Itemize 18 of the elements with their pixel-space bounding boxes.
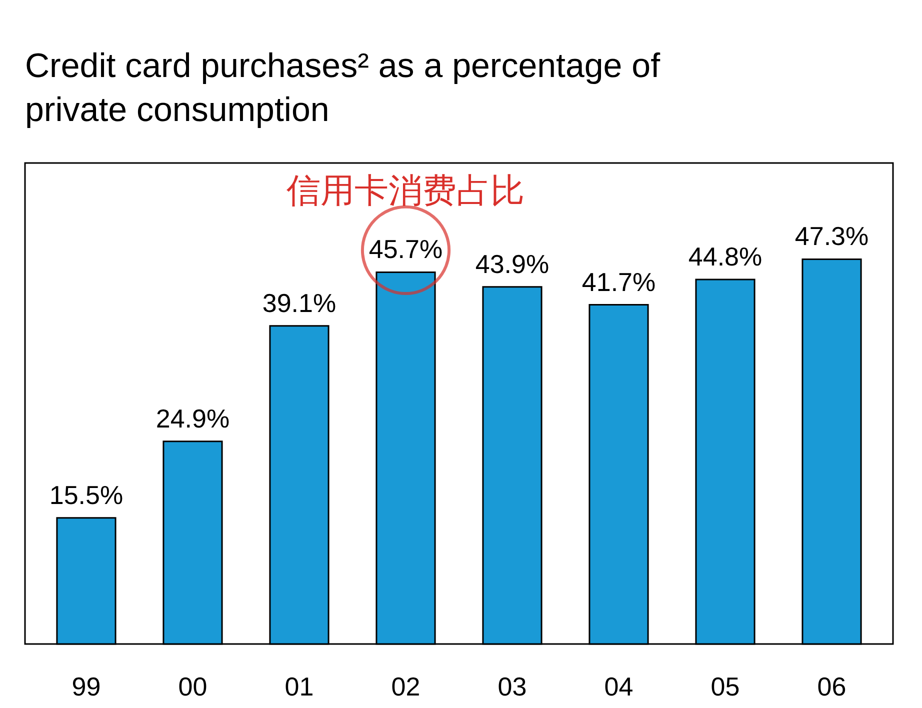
data-label: 24.9% xyxy=(156,403,230,434)
x-tick-label: 05 xyxy=(710,672,740,702)
data-label: 45.7% xyxy=(368,234,443,264)
data-label: 41.7% xyxy=(582,266,656,297)
data-label: 47.3% xyxy=(794,221,869,252)
x-tick-label: 01 xyxy=(284,672,314,702)
data-label: 15.5% xyxy=(49,480,124,510)
x-tick-label: 99 xyxy=(72,672,101,702)
x-tick-label: 06 xyxy=(817,672,846,702)
annotation: 信用卡消费占比 xyxy=(286,171,525,212)
data-label: 39.1% xyxy=(262,288,336,318)
x-tick-label: 04 xyxy=(604,672,634,702)
x-tick-label: 03 xyxy=(498,672,527,702)
data-label: 44.8% xyxy=(688,242,762,272)
x-tick-label: 00 xyxy=(178,672,208,702)
x-tick-label: 02 xyxy=(391,672,420,702)
data-label: 43.9% xyxy=(475,248,550,279)
chart-title: Credit card purchases² as a percentage of private consumption xyxy=(25,47,661,129)
